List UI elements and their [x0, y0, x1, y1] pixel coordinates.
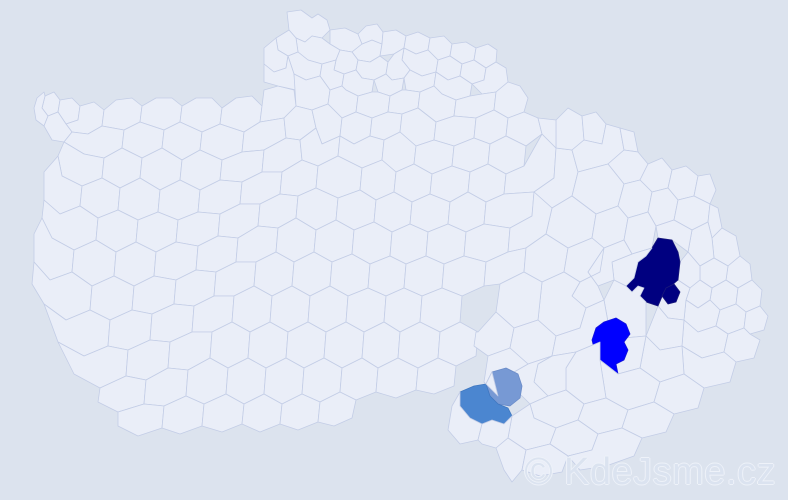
region[interactable] — [43, 111, 73, 143]
region[interactable] — [537, 117, 557, 149]
region[interactable] — [483, 371, 499, 397]
region[interactable] — [693, 173, 717, 205]
watermark-kdejsme: © KdeJsme.cz — [524, 451, 776, 493]
region[interactable] — [317, 391, 357, 427]
region[interactable] — [521, 443, 569, 477]
region[interactable] — [567, 427, 643, 471]
base-region-layer — [31, 9, 769, 483]
region-highlighted-tail[interactable] — [661, 283, 681, 305]
region[interactable] — [415, 357, 457, 395]
